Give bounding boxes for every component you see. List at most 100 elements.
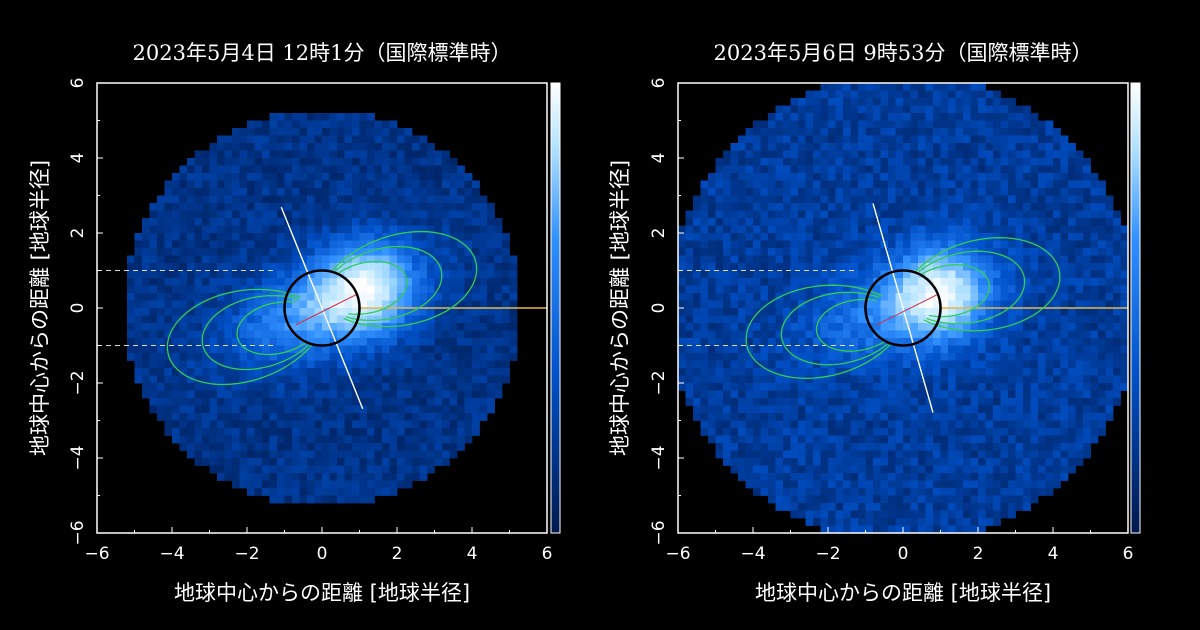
heat-cell xyxy=(738,375,746,384)
heat-cell xyxy=(760,248,769,256)
heat-cell xyxy=(873,240,881,249)
heat-cell xyxy=(1015,113,1024,121)
heat-cell xyxy=(1023,458,1031,466)
heat-cell xyxy=(314,270,323,279)
heat-cell xyxy=(202,255,210,264)
heat-cell xyxy=(479,330,488,339)
heat-cell xyxy=(449,375,458,384)
heat-cell xyxy=(404,473,413,481)
heat-cell xyxy=(685,383,694,391)
heat-cell xyxy=(843,390,851,399)
heat-cell xyxy=(164,330,173,339)
heat-cell xyxy=(843,83,851,91)
heat-cell xyxy=(307,383,315,391)
heat-cell xyxy=(715,360,724,369)
heat-cell xyxy=(269,120,278,129)
heat-cell xyxy=(820,150,829,159)
heat-cell xyxy=(217,165,225,174)
heat-cell xyxy=(239,143,248,151)
heat-cell xyxy=(918,248,926,256)
heat-cell xyxy=(685,210,694,219)
heat-cell xyxy=(412,338,420,346)
heat-cell xyxy=(805,338,814,346)
heat-cell xyxy=(337,375,345,384)
heat-cell xyxy=(172,263,180,271)
heat-cell xyxy=(179,420,188,429)
heat-cell xyxy=(685,345,694,354)
heat-cell xyxy=(723,173,731,181)
heat-cell xyxy=(329,435,338,444)
heat-cell xyxy=(187,173,195,181)
heat-cell xyxy=(277,375,285,384)
heat-cell xyxy=(760,240,769,249)
heat-cell xyxy=(985,413,994,421)
heat-cell xyxy=(910,458,919,466)
heat-cell xyxy=(768,128,776,136)
heat-cell xyxy=(307,465,315,474)
heat-cell xyxy=(933,413,941,421)
heat-cell xyxy=(404,263,413,271)
heat-cell xyxy=(367,330,375,339)
heat-cell xyxy=(389,233,398,241)
heat-cell xyxy=(352,398,360,406)
heat-cell xyxy=(187,195,195,204)
heat-cell xyxy=(895,83,904,91)
heat-cell xyxy=(865,150,874,159)
heat-cell xyxy=(397,278,405,286)
heat-cell xyxy=(284,413,293,421)
heat-cell xyxy=(775,420,784,429)
heat-cell xyxy=(843,375,851,384)
heat-cell xyxy=(895,323,904,331)
heat-cell xyxy=(352,360,360,369)
heat-cell xyxy=(835,353,844,361)
heat-cell xyxy=(685,323,694,331)
heat-cell xyxy=(925,458,934,466)
heat-cell xyxy=(940,120,949,129)
heat-cell xyxy=(374,338,383,346)
heat-cell xyxy=(978,308,986,316)
heat-cell xyxy=(730,398,739,406)
heat-cell xyxy=(344,113,353,121)
heat-cell xyxy=(232,128,240,136)
heat-cell xyxy=(397,413,405,421)
heat-cell xyxy=(940,270,949,279)
heat-cell xyxy=(179,165,188,174)
heat-cell xyxy=(1105,210,1114,219)
heat-cell xyxy=(850,293,859,301)
heat-cell xyxy=(918,375,926,384)
heat-cell xyxy=(880,135,889,144)
heat-cell xyxy=(955,135,964,144)
heat-cell xyxy=(783,338,791,346)
heat-cell xyxy=(940,450,949,459)
heat-cell xyxy=(918,413,926,421)
heat-cell xyxy=(172,300,180,309)
heat-cell xyxy=(1060,278,1069,286)
heat-cell xyxy=(404,173,413,181)
heat-cell xyxy=(412,353,420,361)
heat-cell xyxy=(1030,390,1039,399)
heat-cell xyxy=(419,435,428,444)
heat-cell xyxy=(194,315,203,324)
heat-cell xyxy=(179,203,188,211)
heat-cell xyxy=(843,465,851,474)
heat-cell xyxy=(269,180,278,189)
heat-cell xyxy=(1030,435,1039,444)
heat-cell xyxy=(479,383,488,391)
heat-cell xyxy=(828,413,836,421)
heat-cell xyxy=(322,368,330,376)
heat-cell xyxy=(134,285,143,294)
heat-cell xyxy=(269,375,278,384)
heat-cell xyxy=(239,465,248,474)
heat-cell xyxy=(903,390,911,399)
heat-cell xyxy=(948,143,956,151)
heat-cell xyxy=(858,203,866,211)
heat-cell xyxy=(1083,263,1091,271)
heat-cell xyxy=(865,330,874,339)
heat-cell xyxy=(277,368,285,376)
heat-cell xyxy=(1068,390,1076,399)
heat-cell xyxy=(813,465,821,474)
heat-cell xyxy=(284,398,293,406)
heat-cell xyxy=(487,278,495,286)
heat-cell xyxy=(359,300,368,309)
heat-cell xyxy=(202,158,210,166)
